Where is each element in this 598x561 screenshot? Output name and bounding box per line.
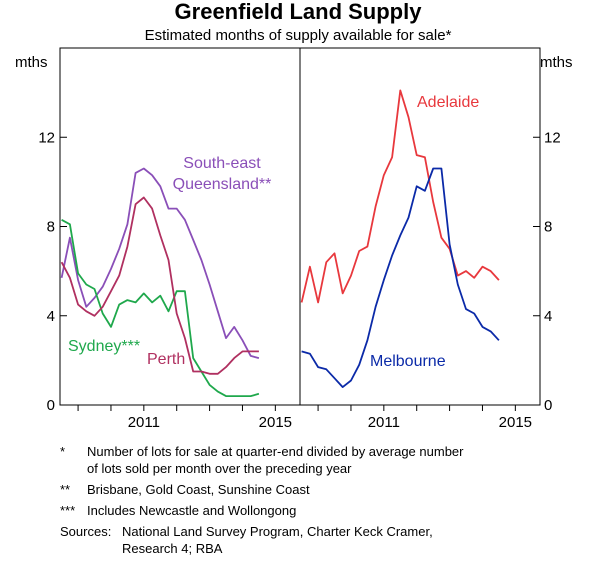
series-line-sydney xyxy=(61,219,260,398)
y-tick-label-right: 12 xyxy=(544,129,561,146)
series-line-adelaide xyxy=(300,89,500,304)
y-tick-label-left: 12 xyxy=(38,129,55,146)
footnote-text: Includes Newcastle and Wollongong xyxy=(87,503,296,518)
series-label-seq: South-east Queensland** xyxy=(173,155,272,193)
chart-subtitle: Estimated months of supply available for… xyxy=(145,27,452,44)
x-tick-label: 2011 xyxy=(368,414,400,431)
y-tick-label-left: 0 xyxy=(47,397,55,414)
footnote-mark: *** xyxy=(60,503,75,518)
footnote-mark: ** xyxy=(60,482,70,497)
series-line-melbourne xyxy=(301,167,500,389)
y-tick-label-right: 0 xyxy=(544,397,552,414)
sources-text: National Land Survey Program, Charter Ke… xyxy=(122,524,433,539)
series-label-adelaide: Adelaide xyxy=(417,94,479,111)
series-labels: South-east Queensland** Sydney*** Perth Adel… xyxy=(68,94,479,370)
x-tick-label: 2015 xyxy=(499,414,532,431)
series-line-seq xyxy=(60,167,260,359)
x-tick-label: 2011 xyxy=(128,414,160,431)
footnotes: * Number of lots for sale at quarter-end … xyxy=(60,444,464,556)
y-tick-label-left: 4 xyxy=(47,308,55,325)
footnote-mark: * xyxy=(60,444,65,459)
left-axis-unit: mths xyxy=(15,54,48,71)
series-lines xyxy=(60,89,500,398)
chart-title: Greenfield Land Supply xyxy=(175,0,423,24)
right-axis-unit: mths xyxy=(540,54,573,71)
sources-label: Sources: xyxy=(60,524,111,539)
axis-ticks: 0 4 8 12 2011 2015 0 4 8 12 2011 2015 xyxy=(38,129,560,431)
footnote-text: Number of lots for sale at quarter-end d… xyxy=(87,444,464,459)
series-label-perth: Perth xyxy=(147,351,185,368)
y-tick-label-right: 4 xyxy=(544,308,552,325)
footnote-text: Brisbane, Gold Coast, Sunshine Coast xyxy=(87,482,310,497)
x-tick-label: 2015 xyxy=(259,414,292,431)
y-tick-label-left: 8 xyxy=(47,219,55,236)
series-label-melbourne: Melbourne xyxy=(370,353,446,370)
series-line-perth xyxy=(60,196,259,375)
footnote-text: of lots sold per month over the precedin… xyxy=(87,461,352,476)
series-label-sydney: Sydney*** xyxy=(68,338,140,355)
y-tick-label-right: 8 xyxy=(544,219,552,236)
sources-text: Research 4; RBA xyxy=(122,541,223,556)
